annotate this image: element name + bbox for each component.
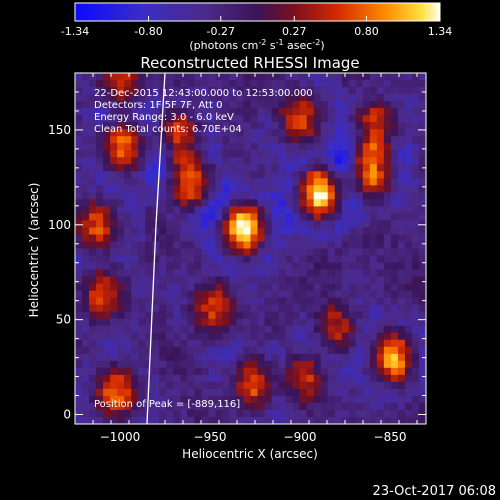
chart-title: Reconstructed RHESSI Image [140,54,359,72]
colorbar-tick-label: -1.34 [61,25,89,38]
x-tick-label: −950 [194,430,227,444]
colorbar-ticks: -1.34 -0.80 -0.27 0.27 0.80 1.34 [61,16,452,38]
colorbar-tick-label: 1.34 [428,25,453,38]
x-tick-label: −1000 [100,430,141,444]
x-tick-label: −850 [374,430,407,444]
annotations: 22-Dec-2015 12:43:00.000 to 12:53:00.000… [94,88,313,410]
annotation-time-range: 22-Dec-2015 12:43:00.000 to 12:53:00.000 [94,88,313,99]
y-axis: 0 50 100 150 [48,72,426,422]
y-tick-label: 150 [48,123,71,137]
x-tick-label: −900 [284,430,317,444]
footer-date: 23-Oct-2017 06:08 [373,484,496,499]
colorbar-tick-label: -0.27 [206,25,234,38]
y-tick-label: 50 [56,313,71,327]
y-axis-label: Heliocentric Y (arcsec) [27,183,41,318]
annotation-energy: Energy Range: 3.0 - 6.0 keV [94,112,234,123]
y-tick-label: 100 [48,218,71,232]
annotation-clean: Clean Total counts: 6.70E+04 [94,124,242,135]
x-axis: −1000 −950 −900 −850 [74,73,418,444]
colorbar-tick-label: -0.80 [134,25,162,38]
y-tick-label: 0 [63,408,71,422]
colorbar-tick-label: 0.80 [354,25,379,38]
annotation-detectors: Detectors: 1F 5F 7F, Att 0 [94,100,222,111]
plot-frame [74,72,427,425]
annotation-peak-position: Position of Peak = [-889,116] [94,399,240,410]
x-axis-label: Heliocentric X (arcsec) [182,447,318,461]
solar-limb-line [146,73,166,424]
colorbar-gradient [74,2,441,22]
colorbar-units: (photons cm-2 s-1 asec-2) [189,38,324,52]
colorbar-tick-label: 0.27 [282,25,307,38]
colorbar: -1.34 -0.80 -0.27 0.27 0.80 1.34 (photons cm-… [61,2,452,52]
